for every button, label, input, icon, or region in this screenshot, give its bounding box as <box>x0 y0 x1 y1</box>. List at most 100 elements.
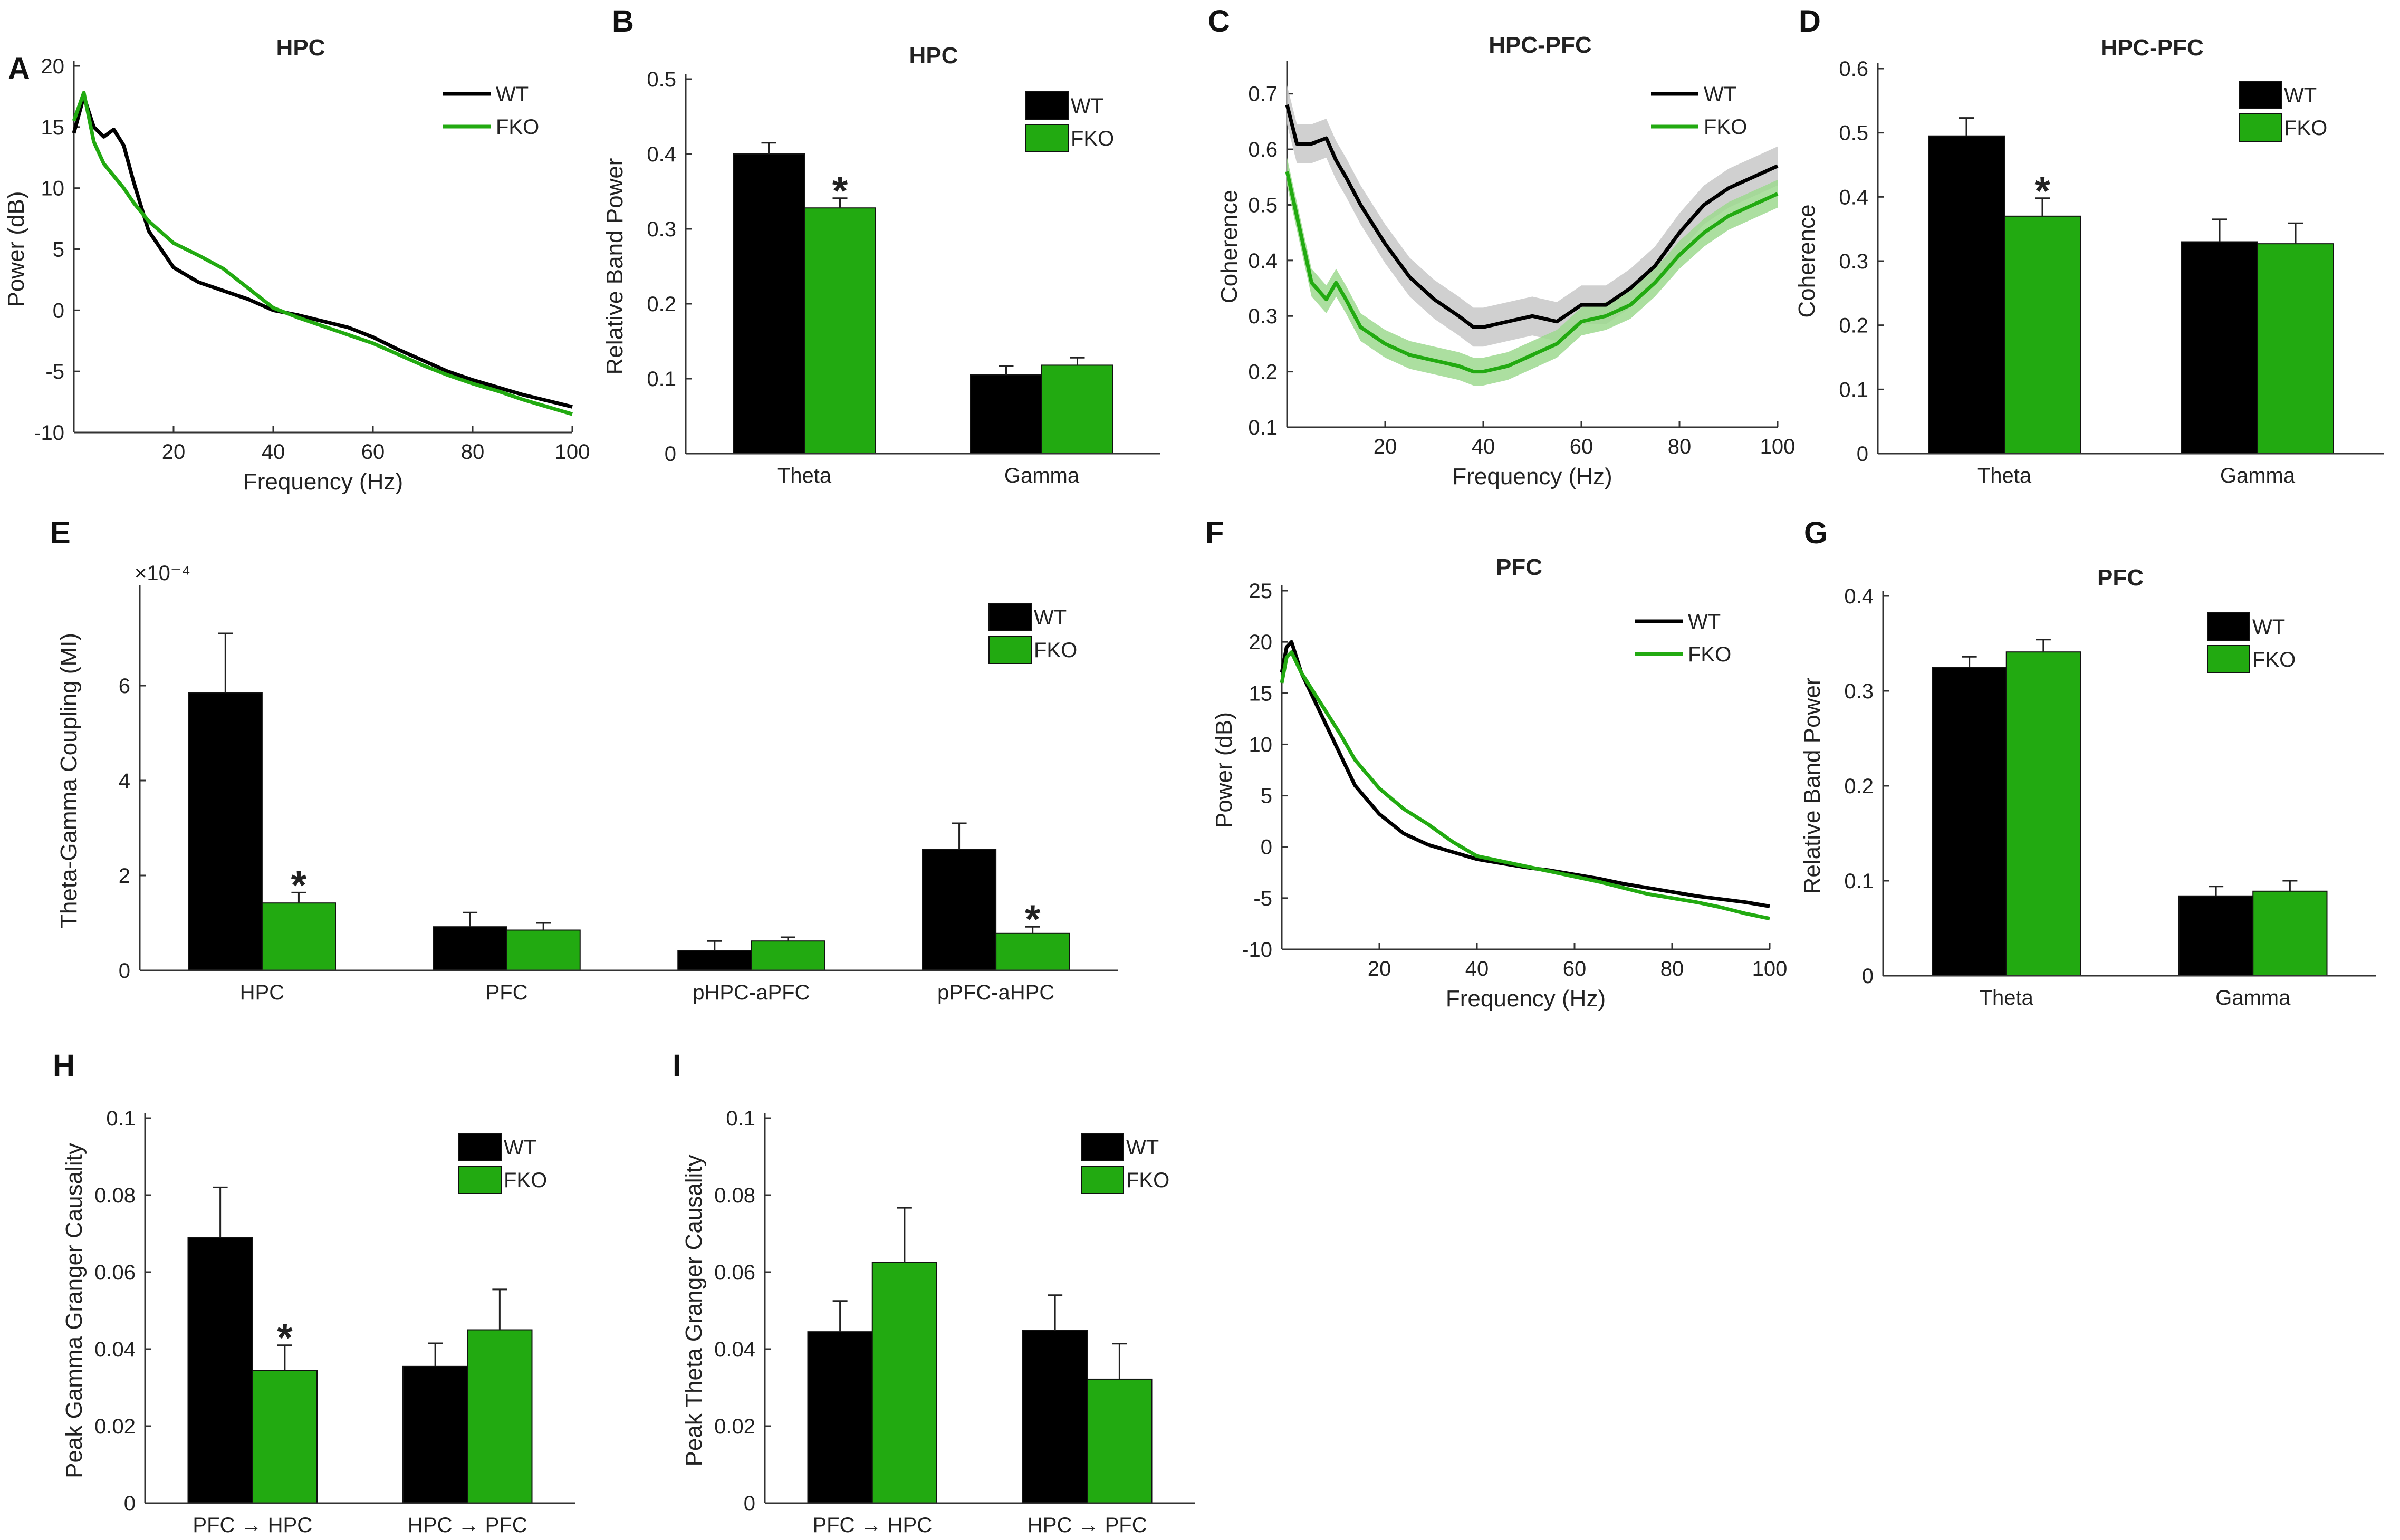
y-tick-label: -5 <box>45 360 64 383</box>
chart-F: -10 -5 0 5 10 15 20 25 Power (dB) F PFC 20 40 60 80 100… <box>1205 516 1787 1012</box>
bar-fko-1 <box>1087 1378 1153 1504</box>
legend-swatch-fko <box>1081 1166 1124 1194</box>
y-axis-label: Peak Theta Granger Causality <box>681 1154 707 1466</box>
x-tick-label: pHPC-aPFC <box>693 981 810 1004</box>
x-tick-label: 40 <box>262 440 285 464</box>
legend: WT FKO <box>988 603 1077 664</box>
x-tick-label: 60 <box>1570 435 1593 458</box>
legend-swatch-fko <box>1025 124 1069 152</box>
legend-swatch-wt <box>2207 612 2250 641</box>
bar-fko-0 <box>2004 215 2081 454</box>
bar-wt-2 <box>677 950 752 971</box>
y-axis-label: Power (dB) <box>1211 712 1237 828</box>
series-line-wt <box>1280 640 1770 908</box>
legend-label-wt: WT <box>1704 83 1736 106</box>
y-tick-label: 0.02 <box>94 1415 136 1438</box>
bar-wt-1 <box>2181 241 2258 454</box>
y-tick-label: 0.1 <box>106 1107 136 1130</box>
y-tick-label: 0.1 <box>1248 416 1278 439</box>
y-tick-label: 0.08 <box>94 1184 136 1207</box>
chart-title: HPC-PFC <box>2100 35 2204 61</box>
y-tick-label: 10 <box>41 177 65 200</box>
y-tick-label: 0.06 <box>94 1261 136 1284</box>
bar-fko-2 <box>751 940 825 971</box>
y-tick-label: 0 <box>1862 965 1874 988</box>
y-tick-label: 15 <box>41 116 65 139</box>
bar-wt-0 <box>187 1237 253 1504</box>
x-tick-label: 20 <box>162 440 186 464</box>
legend-label-wt: WT <box>2252 615 2285 639</box>
significance-star: * <box>291 863 307 908</box>
legend: WT FKO <box>443 83 539 139</box>
y-tick-label: 4 <box>119 769 130 793</box>
y-axis-label: Peak Gamma Granger Causality <box>61 1143 87 1478</box>
y-tick-label: 0.4 <box>1248 249 1278 273</box>
y-tick-label: -10 <box>34 421 64 445</box>
x-tick-label: Theta <box>1977 464 2032 487</box>
legend-swatch-wt <box>1025 91 1069 120</box>
y-tick-label: 0.3 <box>1248 305 1278 328</box>
legend: WT FKO <box>1635 610 1731 666</box>
y-tick-label: -5 <box>1253 887 1272 910</box>
legend-label-wt: WT <box>1071 94 1103 118</box>
x-tick-label: 40 <box>1465 957 1489 980</box>
x-axis-label: Frequency (Hz) <box>1446 986 1606 1012</box>
panel-label: I <box>673 1048 681 1083</box>
legend-swatch-wt <box>458 1133 502 1161</box>
bar-fko-0 <box>261 902 336 971</box>
x-axis-label: Frequency (Hz) <box>243 469 403 495</box>
x-tick-label: 80 <box>1660 957 1684 980</box>
legend-label-wt: WT <box>2284 84 2317 107</box>
y-tick-label: 2 <box>119 864 130 888</box>
x-tick-label: 60 <box>361 440 385 464</box>
chart-title: HPC-PFC <box>1489 32 1592 58</box>
y-tick-label: 0.04 <box>94 1338 136 1361</box>
x-tick-label: 80 <box>461 440 485 464</box>
y-tick-label: 0.5 <box>647 68 676 91</box>
y-axis-label: Relative Band Power <box>602 158 628 375</box>
x-tick-label: PFC → HPC <box>812 1514 932 1537</box>
bar-wt-1 <box>1022 1330 1088 1504</box>
y-tick-label: 6 <box>119 675 130 698</box>
y-tick-label: 0 <box>119 959 130 983</box>
bar-wt-1 <box>402 1365 468 1504</box>
x-tick-label: HPC → PFC <box>1028 1514 1147 1537</box>
panel-label: E <box>50 516 71 550</box>
legend: WT FKO <box>1651 83 1747 139</box>
x-tick-label: PFC → HPC <box>193 1514 312 1537</box>
y-tick-label: 0 <box>744 1492 755 1515</box>
x-tick-label: Gamma <box>1004 464 1080 487</box>
y-tick-label: 0.1 <box>726 1107 755 1130</box>
legend-label-wt: WT <box>504 1136 536 1159</box>
chart-H: 0 0.02 0.04 0.06 0.08 0.1 Peak Gamma Granger C… <box>53 1048 575 1537</box>
legend-label-fko: FKO <box>1034 639 1077 662</box>
x-tick-label: PFC <box>486 981 528 1004</box>
legend-label-wt: WT <box>1126 1136 1159 1159</box>
y-tick-label: 0.2 <box>1839 314 1868 338</box>
legend-label-wt: WT <box>1688 610 1721 633</box>
chart-title: HPC <box>909 43 958 69</box>
significance-star: * <box>832 169 848 214</box>
x-tick-label: 60 <box>1563 957 1587 980</box>
panel-label: D <box>1799 4 1821 38</box>
y-tick-label: 0 <box>665 442 676 466</box>
y-tick-label: 0.4 <box>1844 585 1874 608</box>
bar-wt-0 <box>1932 667 2007 976</box>
y-tick-label: 20 <box>41 55 65 78</box>
bar-fko-1 <box>2252 890 2328 977</box>
panel-label: B <box>612 4 634 38</box>
y-tick-label: 0.2 <box>1248 361 1278 384</box>
legend-label-fko: FKO <box>1688 643 1731 666</box>
y-tick-label: 5 <box>53 238 64 262</box>
bar-fko-0 <box>2005 651 2081 976</box>
y-tick-label: 0.2 <box>1844 775 1874 798</box>
y-axis-label: Relative Band Power <box>1799 678 1825 894</box>
x-tick-label: pPFC-aHPC <box>937 981 1054 1004</box>
legend-label-fko: FKO <box>1126 1169 1169 1192</box>
chart-I: 0 0.02 0.04 0.06 0.08 0.1 Peak Theta Granger C… <box>673 1048 1195 1537</box>
series-line-fko <box>1280 650 1770 921</box>
significance-star: * <box>1025 897 1041 942</box>
y-tick-label: 0.6 <box>1839 57 1868 81</box>
y-tick-label: 0.5 <box>1839 122 1868 145</box>
